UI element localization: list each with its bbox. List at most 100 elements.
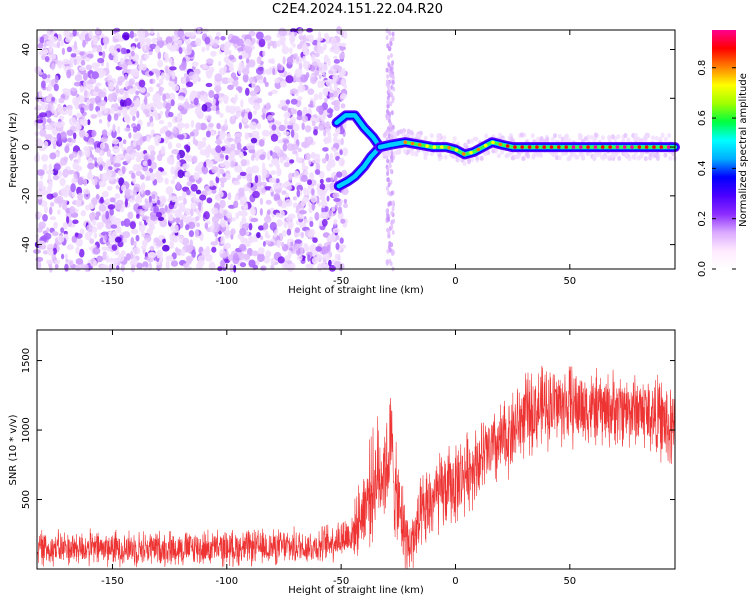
noise-blob	[301, 115, 308, 123]
noise-blob	[253, 237, 258, 243]
noise-blob	[142, 160, 148, 166]
noise-blob	[203, 211, 210, 220]
noise-blob	[225, 154, 229, 161]
noise-blob	[261, 167, 268, 176]
noise-blob	[122, 231, 131, 239]
noise-blob	[194, 167, 199, 172]
noise-blob	[242, 73, 249, 83]
noise-blob	[391, 249, 395, 255]
noise-blob	[96, 110, 103, 118]
noise-blob	[38, 71, 43, 76]
chart-title: C2E4.2024.151.22.04.R20	[271, 2, 444, 17]
noise-blob	[294, 68, 303, 77]
halo-blob	[496, 153, 501, 159]
noise-blob	[270, 187, 274, 193]
noise-blob	[219, 162, 226, 168]
noise-blob	[391, 206, 395, 212]
noise-blob	[307, 254, 311, 262]
halo-blob	[631, 154, 636, 160]
noise-blob	[387, 228, 391, 234]
noise-blob	[387, 233, 391, 239]
noise-blob	[391, 31, 395, 37]
noise-blob	[316, 39, 321, 49]
noise-blob	[148, 86, 154, 93]
noise-blob	[331, 43, 336, 48]
noise-blob	[92, 47, 98, 53]
noise-blob	[292, 123, 300, 132]
ridge-peak	[454, 148, 459, 152]
noise-blob	[204, 36, 211, 45]
noise-blob	[147, 222, 155, 228]
noise-blob	[251, 250, 259, 257]
noise-blob	[189, 131, 195, 137]
noise-blob	[385, 35, 389, 41]
noise-blob	[254, 260, 260, 266]
noise-blob	[84, 89, 88, 98]
noise-blob	[54, 110, 58, 117]
noise-blob	[136, 144, 141, 151]
noise-blob	[171, 195, 177, 203]
noise-blob	[75, 198, 82, 208]
noise-blob	[165, 255, 174, 262]
noise-blob	[219, 131, 227, 138]
halo-blob	[515, 154, 520, 159]
noise-blob	[294, 227, 301, 233]
noise-blob	[258, 139, 265, 147]
noise-blob	[340, 42, 347, 47]
noise-blob	[105, 210, 110, 220]
noise-blob	[74, 74, 83, 82]
noise-blob	[311, 54, 316, 62]
noise-blob	[81, 86, 87, 92]
noise-blob	[60, 227, 65, 234]
noise-blob	[276, 239, 281, 249]
noise-blob	[332, 90, 338, 98]
noise-blob	[276, 219, 283, 227]
noise-blob	[225, 211, 232, 219]
noise-blob	[87, 162, 95, 170]
noise-blob	[133, 183, 141, 192]
noise-blob	[301, 174, 308, 183]
noise-blob	[90, 114, 98, 119]
noise-blob	[311, 152, 315, 158]
noise-blob	[318, 121, 326, 130]
noise-blob	[308, 160, 312, 165]
noise-blob	[306, 136, 314, 145]
noise-blob	[164, 136, 169, 144]
noise-blob	[68, 117, 77, 126]
noise-blob	[120, 263, 125, 272]
noise-blob	[60, 39, 65, 47]
noise-blob	[186, 81, 194, 88]
noise-blob	[281, 190, 287, 195]
noise-blob	[132, 177, 137, 184]
noise-blob	[142, 204, 150, 210]
noise-blob	[329, 79, 335, 84]
noise-blob	[298, 35, 304, 40]
noise-blob	[88, 169, 92, 177]
noise-blob	[325, 121, 330, 130]
noise-blob	[101, 231, 109, 236]
ridge-peak	[571, 145, 576, 149]
noise-blob	[211, 207, 219, 215]
noise-blob	[83, 80, 88, 88]
noise-blob	[240, 99, 244, 108]
noise-blob	[311, 188, 315, 196]
noise-blob	[193, 97, 199, 106]
noise-blob	[324, 88, 329, 97]
noise-blob	[262, 50, 266, 57]
heatmap-xlabel: Height of straight line (km)	[288, 285, 424, 296]
noise-blob	[296, 43, 302, 50]
noise-blob	[132, 126, 138, 133]
noise-blob	[303, 187, 307, 196]
noise-blob	[259, 208, 263, 216]
noise-blob	[158, 234, 165, 240]
noise-blob	[290, 37, 295, 42]
ridge-peak	[498, 142, 503, 147]
noise-blob	[94, 216, 100, 221]
noise-blob	[130, 228, 139, 235]
noise-blob	[112, 138, 120, 145]
noise-blob	[95, 194, 100, 200]
halo-blob	[651, 135, 655, 141]
noise-blob	[334, 174, 338, 183]
ridge-peak	[505, 144, 510, 148]
noise-blob	[264, 231, 269, 238]
